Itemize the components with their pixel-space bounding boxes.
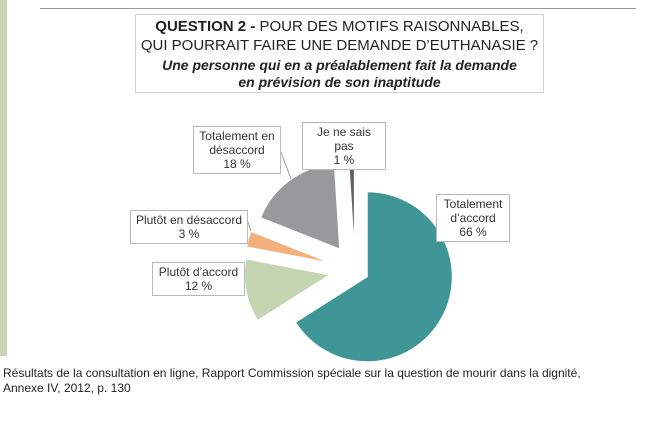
title-line-1-rest: POUR DES MOTIFS RAISONNABLES, xyxy=(259,18,524,35)
pie-slice xyxy=(260,163,341,250)
callout-value: 1 % xyxy=(333,153,355,167)
question-label: QUESTION 2 - xyxy=(155,18,256,35)
callout-label-line: Plutôt d’accord xyxy=(158,265,239,279)
subtitle-line-1: Une personne qui en a préalablement fait… xyxy=(162,57,517,73)
callout-value: 12 % xyxy=(184,279,213,293)
source-caption: Résultats de la consultation en ligne, R… xyxy=(3,366,653,396)
callout-label-line: Plutôt en désaccord xyxy=(135,213,243,227)
callout-label-line: d’accord xyxy=(450,211,496,225)
callout-totalement-daccord: Totalement d’accord 66 % xyxy=(436,194,510,242)
left-accent-bar xyxy=(0,0,7,356)
subtitle-line-2: en prévision de son inaptitude xyxy=(238,74,441,90)
callout-totalement-en-desaccord: Totalement en désaccord 18 % xyxy=(193,126,281,174)
chart-title-box: QUESTION 2 - POUR DES MOTIFS RAISONNABLE… xyxy=(135,14,544,93)
pie-slices xyxy=(243,163,453,363)
caption-line-2: Annexe IV, 2012, p. 130 xyxy=(3,381,131,395)
top-divider xyxy=(40,8,636,9)
title-line-1: QUESTION 2 - POUR DES MOTIFS RAISONNABLE… xyxy=(136,17,543,36)
callout-je-ne-sais-pas: Je ne sais pas 1 % xyxy=(302,122,386,170)
callout-label-line: Totalement en xyxy=(199,129,275,143)
caption-line-1: Résultats de la consultation en ligne, R… xyxy=(3,366,581,380)
callout-value: 3 % xyxy=(178,227,200,241)
callout-plutot-en-desaccord: Plutôt en désaccord 3 % xyxy=(130,210,248,244)
pie-slice xyxy=(243,258,331,322)
pie-slice xyxy=(348,164,355,251)
pie-slice xyxy=(294,191,453,363)
callout-value: 18 % xyxy=(223,157,251,171)
title-line-2: QUI POURRAIT FAIRE UNE DEMANDE D’EUTHANA… xyxy=(140,37,539,54)
callout-label-line: désaccord xyxy=(209,143,265,157)
callout-plutot-daccord: Plutôt d’accord 12 % xyxy=(152,262,245,296)
callout-label-line: Je ne sais pas xyxy=(316,125,372,153)
callout-label-line: Totalement xyxy=(443,197,503,211)
pie-slice xyxy=(245,230,331,264)
callout-value: 66 % xyxy=(459,225,487,239)
